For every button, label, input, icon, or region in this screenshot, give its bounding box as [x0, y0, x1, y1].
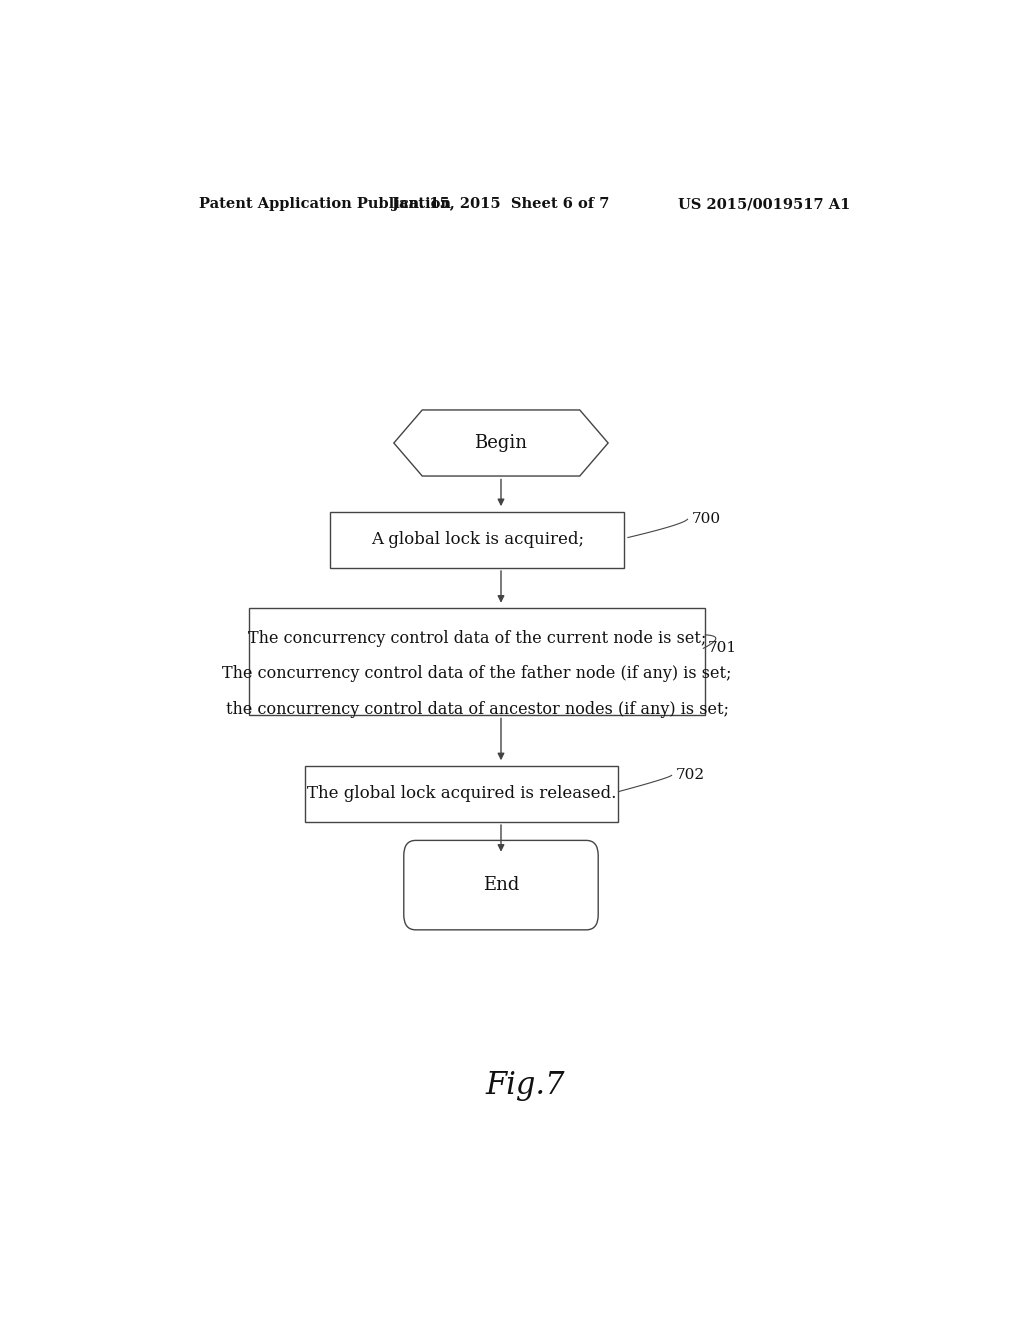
Text: 701: 701 [708, 642, 736, 655]
Text: US 2015/0019517 A1: US 2015/0019517 A1 [678, 197, 850, 211]
Text: Fig.7: Fig.7 [485, 1069, 564, 1101]
Text: A global lock is acquired;: A global lock is acquired; [371, 531, 584, 548]
Text: the concurrency control data of ancestor nodes (if any) is set;: the concurrency control data of ancestor… [225, 701, 729, 718]
Text: Patent Application Publication: Patent Application Publication [200, 197, 452, 211]
Text: The global lock acquired is released.: The global lock acquired is released. [306, 785, 616, 803]
Text: 702: 702 [676, 768, 705, 783]
Text: Jan. 15, 2015  Sheet 6 of 7: Jan. 15, 2015 Sheet 6 of 7 [392, 197, 609, 211]
Text: 700: 700 [691, 512, 721, 527]
Text: The concurrency control data of the father node (if any) is set;: The concurrency control data of the fath… [222, 665, 732, 682]
Text: End: End [482, 876, 519, 894]
Text: Begin: Begin [474, 434, 527, 451]
Text: The concurrency control data of the current node is set;: The concurrency control data of the curr… [248, 630, 707, 647]
